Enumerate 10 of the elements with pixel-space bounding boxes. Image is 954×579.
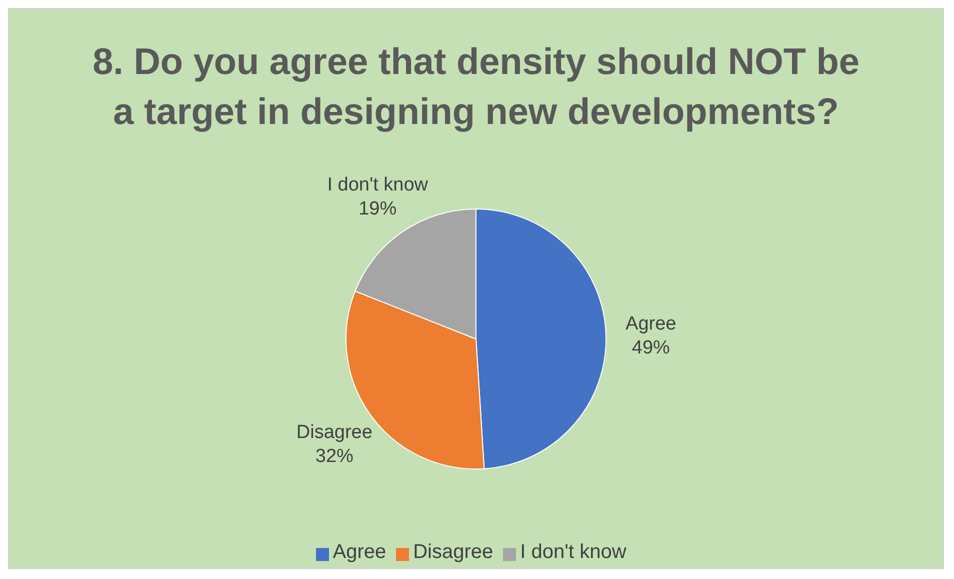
chart-title: 8. Do you agree that density should NOT be a target in designing new developments? (92, 40, 860, 134)
slice-label: I don't know (327, 174, 428, 196)
data-label: 49% (632, 338, 670, 359)
slice-label: Disagree (296, 422, 372, 443)
legend-label: I don't know (520, 541, 626, 563)
data-label: 19% (358, 198, 397, 220)
data-label: 32% (315, 446, 354, 467)
slice-label: Agree (626, 314, 676, 335)
legend-label: Agree (332, 541, 386, 563)
legend-label: Disagree (413, 541, 494, 563)
